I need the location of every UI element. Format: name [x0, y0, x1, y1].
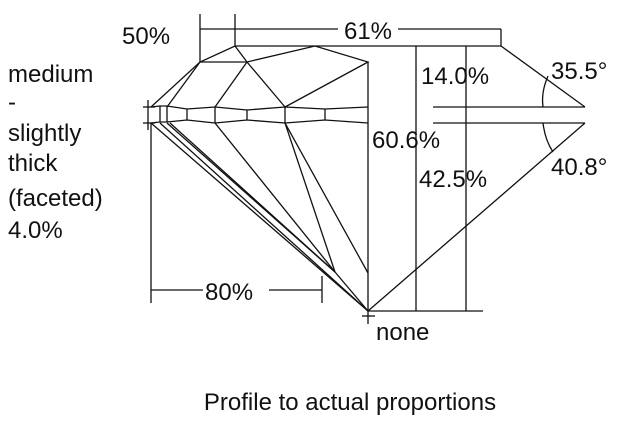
crown-facet [200, 45, 370, 108]
girdle-top [150, 105, 369, 111]
pavilion-angle-label: 40.8° [551, 154, 607, 181]
crown-facet [166, 61, 201, 108]
pavilion-facet [284, 122, 336, 273]
girdle-line: medium [8, 61, 93, 88]
girdle-description: medium - slightly thick (faceted) 4.0% [8, 61, 103, 244]
crown-angle-arc [541, 75, 549, 108]
pavilion-facet [159, 122, 369, 312]
crown-height-label: 14.0% [421, 63, 489, 90]
pavilion-facet [169, 122, 336, 273]
pavilion-facet [334, 271, 369, 312]
culet-label: none [376, 319, 429, 346]
girdle-line: (faceted) [8, 185, 103, 212]
crown-facet [214, 61, 248, 108]
girdle-line: 4.0% [8, 217, 63, 244]
lower-half-label: 50% [122, 23, 170, 50]
pavilion-right-outline [367, 122, 586, 312]
pavilion-depth-label: 42.5% [419, 166, 487, 193]
diamond-outline [143, 14, 586, 324]
caption: Profile to actual proportions [204, 389, 496, 416]
girdle-bottom [150, 119, 369, 124]
girdle-line: thick [8, 150, 58, 177]
pavilion-facet [150, 122, 369, 312]
pavilion-facet [214, 122, 336, 273]
pavilion-facet [284, 122, 369, 274]
crown-angle-label: 35.5° [551, 58, 607, 85]
total-depth-label: 60.6% [372, 127, 440, 154]
girdle-line: - [8, 89, 16, 116]
girdle-line: slightly [8, 120, 81, 147]
lower-girdle-label: 80% [205, 279, 253, 306]
table-label: 61% [344, 18, 392, 45]
pavilion-angle-arc [542, 122, 554, 153]
